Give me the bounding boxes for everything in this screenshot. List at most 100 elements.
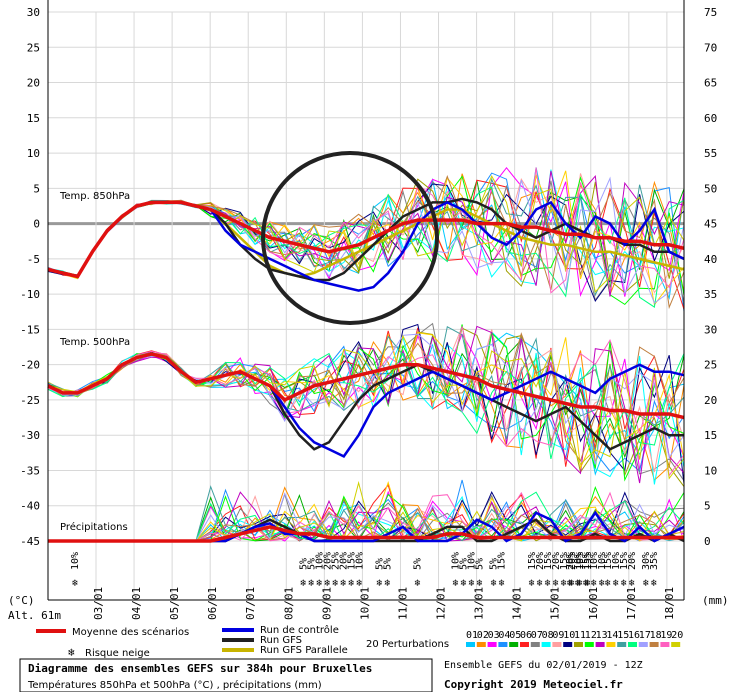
snow-percent: 15% [527,552,538,570]
right-tick-label: 55 [704,147,717,160]
snow-percent: 10% [575,552,586,570]
snow-icon: ❄ [316,578,323,589]
perturb-swatch [628,642,637,647]
snow-percent: 25% [330,552,341,570]
snow-icon: ❄ [308,578,315,589]
perturb-id: 16 [628,630,640,641]
snow-percent: 10% [589,552,600,570]
left-tick-label: 0 [33,218,40,231]
axes [47,0,685,601]
legend-gfs-par: Run GFS Parallele [260,645,348,656]
right-tick-label: 10 [704,464,717,477]
perturb-swatch [660,642,670,647]
snow-icon: ❄ [569,578,576,589]
snow-icon: ❄ [585,578,592,589]
snow-icon: ❄ [575,578,582,589]
perturb-id: 04 [498,630,510,641]
snow-icon: ❄ [545,578,552,589]
right-tick-label: 15 [704,429,717,442]
left-tick-label: -40 [20,500,40,513]
snow-percent: 10% [314,552,325,570]
mean_t500-line [47,352,685,420]
right-tick-label: 0 [704,535,711,548]
snow-percent: 20% [627,552,638,570]
perturb-id: 18 [650,630,662,641]
perturbation-line [48,485,685,542]
x-tick-label: 14/01 [511,587,524,620]
snow-icon: ❄ [469,578,476,589]
snow-icon: ❄ [583,578,590,589]
perturb-swatch [671,642,681,647]
perturb-id: 19 [660,630,672,641]
perturb-id: 20 [671,630,683,641]
perturb-id: 02 [477,630,489,641]
snow-percent: 20% [322,552,333,570]
snow-percent: 35% [649,552,660,570]
right-tick-label: 35 [704,288,717,301]
right-tick-label: 65 [704,77,717,90]
snow-percent: 10% [70,552,81,570]
snow-icon: ❄ [72,578,79,589]
perturb-swatch [509,642,519,647]
snow-icon: ❄ [340,578,347,589]
perturb-id: 14 [606,630,618,641]
snow-percent: 5% [475,558,486,570]
snow-icon: ❄ [577,578,584,589]
right-tick-label: 5 [704,500,711,513]
snow-percent: 15% [559,552,570,570]
left-tick-label: 25 [27,41,40,54]
snow-percent: 5% [383,558,394,570]
snow-percent: 20% [338,552,349,570]
snow-icon: ❄ [300,578,307,589]
snow-icon: ❄ [629,578,636,589]
x-tick-label: 04/01 [130,587,143,620]
snow-icon: ❄ [567,578,574,589]
snow-icon: ❄ [461,578,468,589]
snow-icon: ❄ [491,578,498,589]
perturbation-line [47,173,685,294]
mean_precip-line [48,525,684,543]
snow-icon: ❄ [613,578,620,589]
snow-icon: ❄ [537,578,544,589]
legend-gfs: Run GFS [260,635,302,646]
snow-icon: ❄ [477,578,484,589]
perturb-swatch [541,642,551,647]
altitude-label: Alt. 61m [8,609,61,622]
left-tick-label: 30 [27,6,40,19]
perturb-swatch [476,642,486,647]
perturb-swatch [595,642,605,647]
snow-icon: ❄ [453,578,460,589]
snow-icon: ❄ [68,646,75,659]
snow-percent: 15% [619,552,630,570]
snow-percent: 30% [641,552,652,570]
perturb-swatch [584,642,594,647]
snow-percent: 20% [565,552,576,570]
perturbation-line [48,486,685,542]
perturb-id: 08 [542,630,554,641]
perturb-id: 03 [488,630,500,641]
right-tick-label: 25 [704,359,717,372]
snow-percent: 5% [298,558,309,570]
x-tick-label: 03/01 [92,587,105,620]
x-tick-label: 15/01 [549,587,562,620]
perturb-id: 17 [639,630,651,641]
left-tick-label: -20 [20,359,40,372]
snow-percent: 15% [603,552,614,570]
label-t500: Temp. 500hPa [59,337,130,348]
snow-icon: ❄ [651,578,658,589]
perturbation-line [48,480,685,542]
snow-percent: 15% [583,552,594,570]
snow-markers: 10%❄5%❄5%❄10%❄20%❄25%❄20%❄15%❄10%❄5%❄5%❄… [70,552,660,589]
chart-subtitle: Températures 850hPa et 500hPa (°C) , pré… [27,679,322,691]
x-tick-label: 07/01 [244,587,257,620]
x-tick-label: 16/01 [587,587,600,620]
perturb-swatch [520,642,529,647]
title-box [19,658,433,692]
right-tick-label: 75 [704,6,717,19]
x-tick-label: 13/01 [473,587,486,620]
perturb-swatch [617,642,627,647]
perturb-id: 11 [574,630,586,641]
left-tick-label: -30 [20,429,40,442]
snow-icon: ❄ [621,578,628,589]
